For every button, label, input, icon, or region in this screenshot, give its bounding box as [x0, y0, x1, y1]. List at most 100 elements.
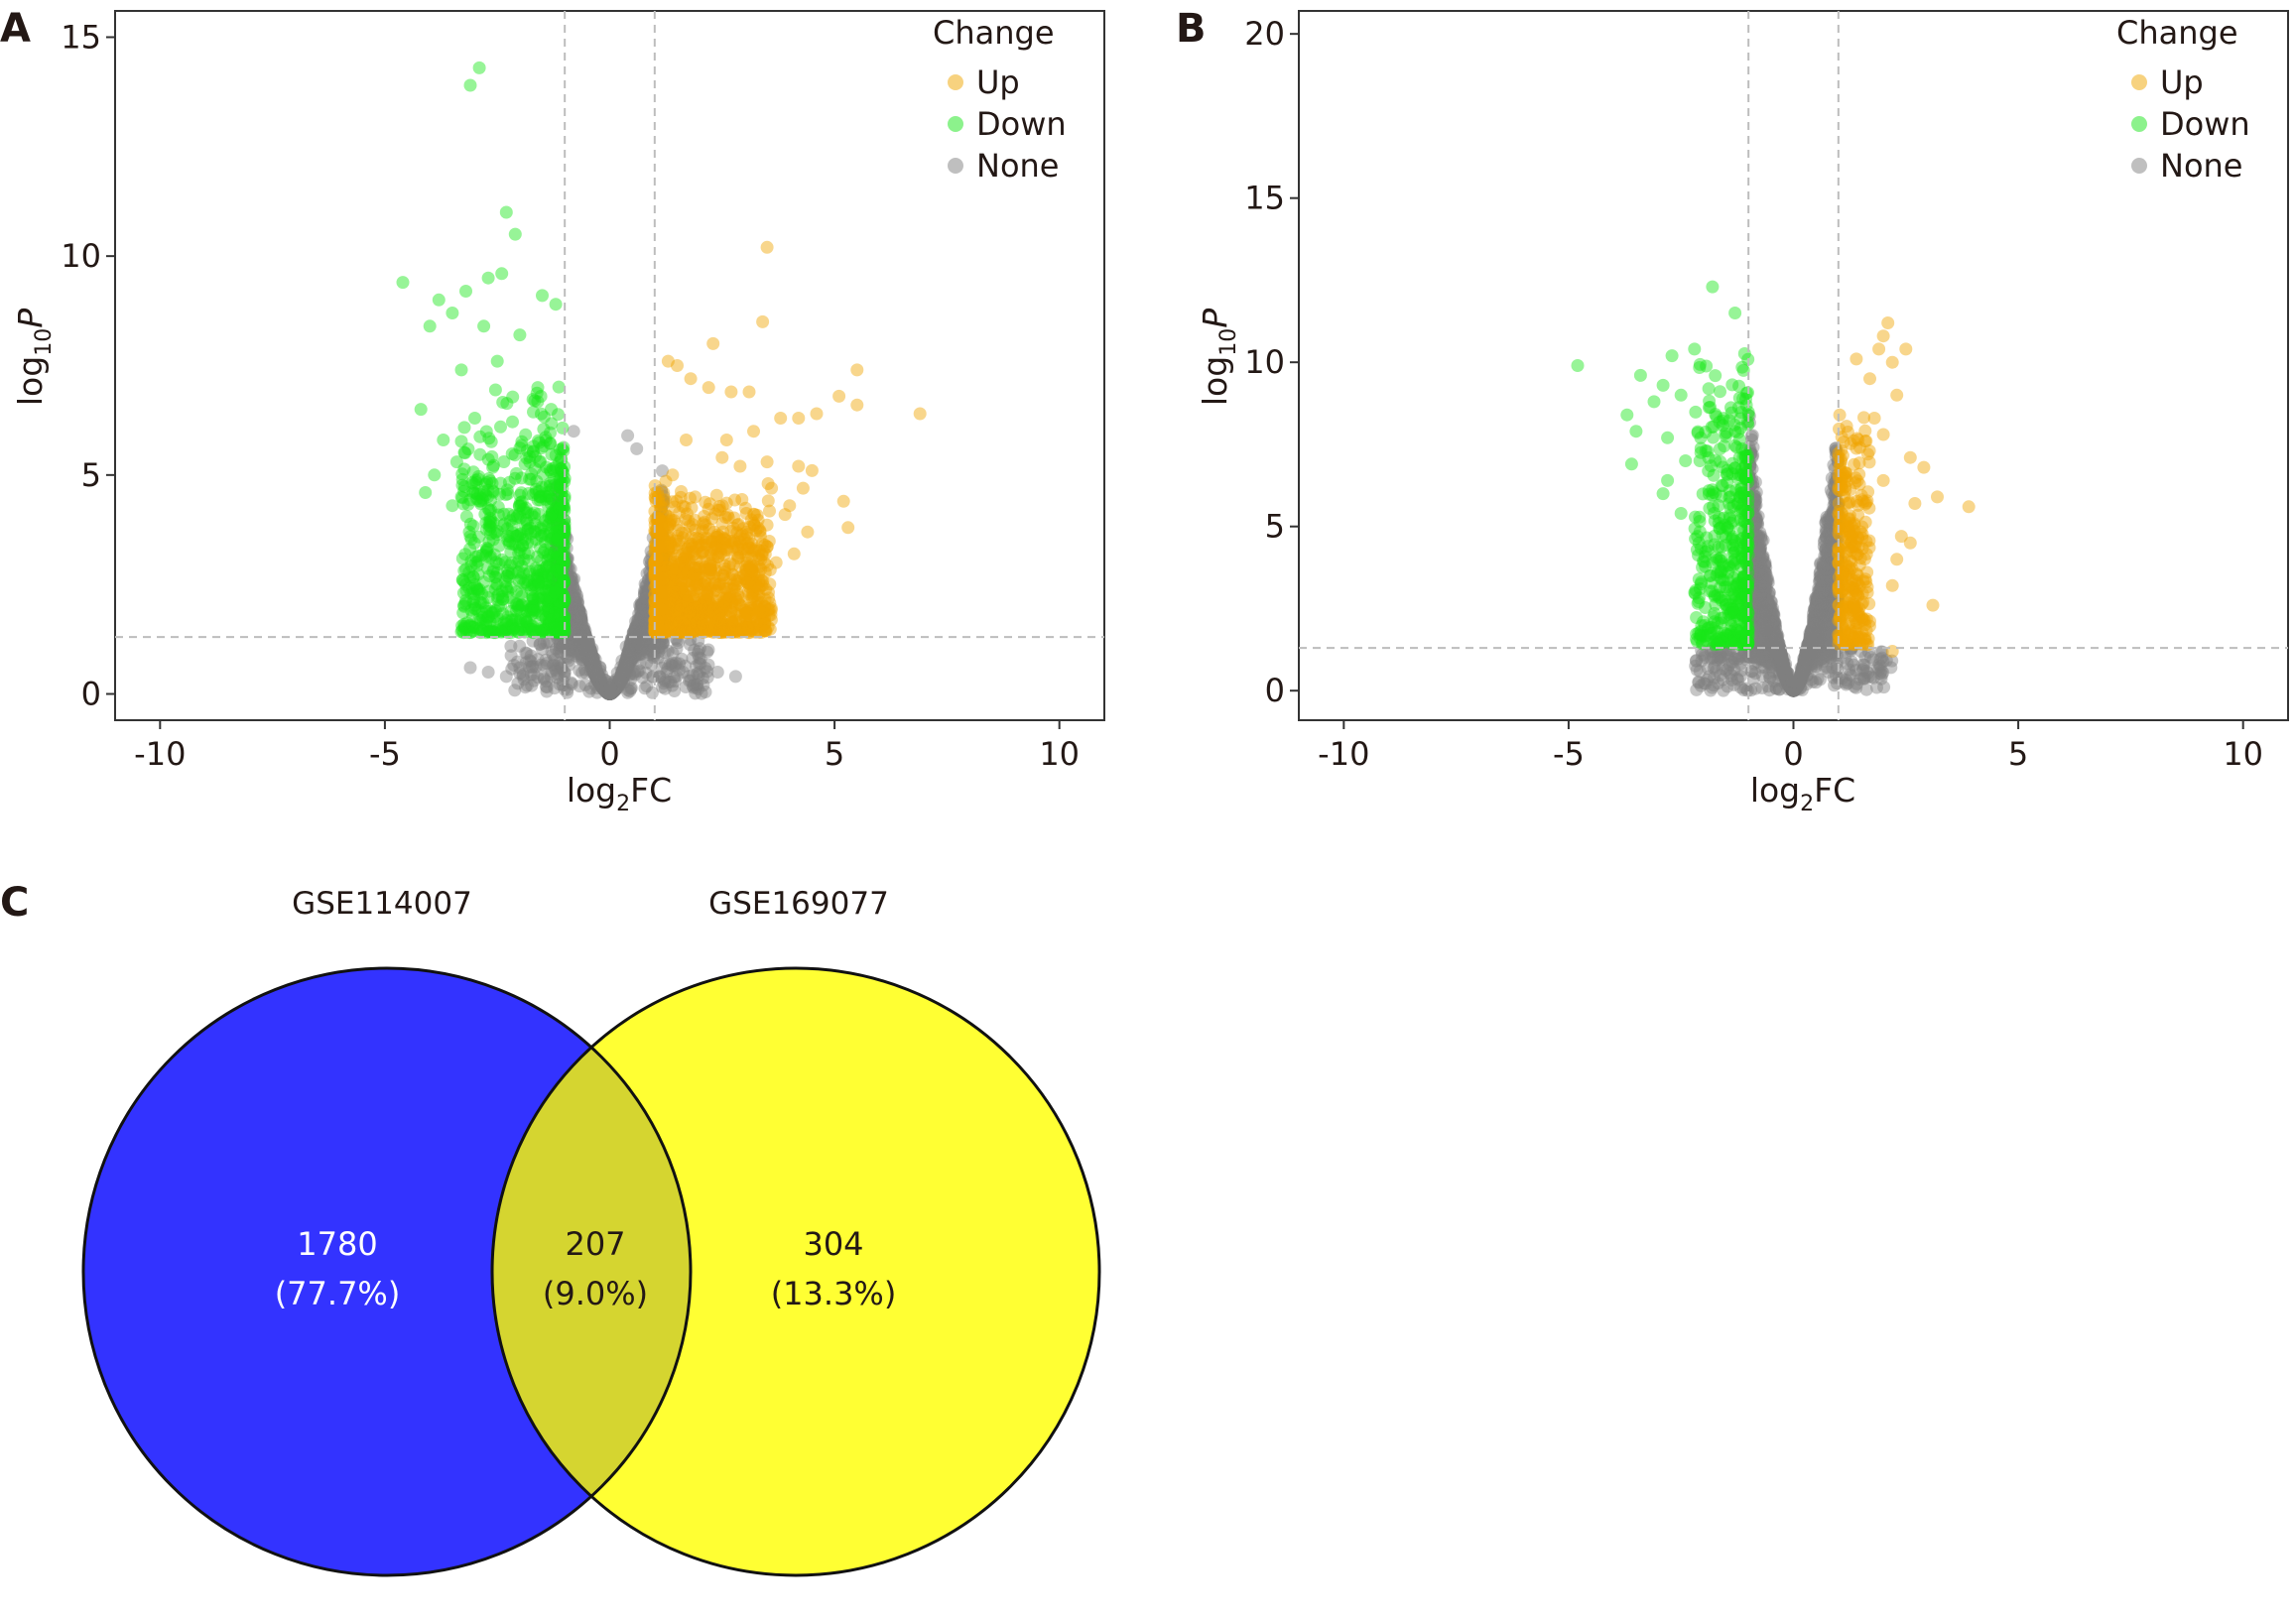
data-point-none	[578, 641, 592, 655]
data-point-none	[612, 673, 626, 686]
data-point-none	[601, 686, 615, 700]
data-point-none	[590, 669, 604, 683]
data-point-down	[499, 617, 513, 631]
data-point-none	[624, 645, 638, 659]
data-point-up	[675, 526, 689, 540]
data-point-up	[792, 412, 806, 425]
data-point-none	[598, 684, 612, 697]
data-point-up	[760, 240, 774, 254]
data-point-down	[432, 293, 446, 307]
data-point-none	[567, 425, 580, 438]
data-point-up	[796, 481, 810, 495]
data-point-none	[571, 617, 584, 631]
data-point-none	[576, 630, 590, 644]
data-point-none	[616, 666, 630, 680]
data-point-none	[623, 655, 637, 669]
data-point-none	[609, 682, 623, 695]
data-point-none	[565, 604, 578, 618]
data-point-none	[609, 680, 623, 693]
data-point-none	[590, 672, 604, 685]
data-point-none	[624, 640, 638, 654]
data-point-none	[552, 564, 566, 577]
data-point-none	[588, 668, 602, 682]
data-point-none	[567, 602, 580, 615]
data-point-none	[585, 659, 599, 673]
data-point-none	[629, 644, 643, 658]
data-point-none	[614, 670, 628, 684]
data-point-none	[626, 645, 640, 659]
data-point-none	[583, 643, 597, 657]
data-point-none	[615, 672, 629, 685]
data-point-none	[564, 562, 577, 575]
data-point-none	[631, 630, 645, 644]
data-point-none	[593, 661, 607, 675]
data-point-none	[635, 600, 649, 614]
data-point-none	[574, 612, 588, 626]
data-point-none	[636, 622, 650, 636]
data-point-none	[656, 464, 669, 478]
data-point-none	[587, 666, 601, 680]
data-point-none	[624, 632, 638, 646]
data-point-down	[495, 590, 509, 603]
data-point-none	[594, 676, 608, 689]
data-point-none	[557, 523, 570, 537]
data-point-none	[559, 612, 572, 626]
data-point-none	[594, 676, 608, 689]
data-point-none	[569, 607, 582, 621]
data-point-none	[627, 643, 640, 657]
data-point-up	[832, 389, 846, 403]
data-point-none	[594, 675, 608, 688]
data-point-none	[597, 681, 611, 694]
data-point-none	[618, 657, 632, 671]
data-point-none	[551, 497, 565, 511]
data-point-none	[688, 678, 701, 691]
data-point-none	[566, 621, 579, 635]
data-point-none	[554, 625, 568, 639]
data-point-none	[653, 602, 667, 616]
data-point-none	[639, 620, 652, 634]
data-point-none	[612, 678, 626, 691]
data-point-none	[639, 598, 653, 612]
data-point-none	[622, 658, 635, 672]
data-point-none	[568, 617, 581, 631]
data-point-none	[611, 678, 625, 691]
data-point-up	[666, 468, 680, 482]
data-point-none	[508, 684, 522, 697]
data-point-none	[569, 619, 582, 632]
data-point-none	[601, 686, 615, 700]
data-point-none	[598, 684, 612, 697]
data-point-none	[629, 628, 643, 642]
data-point-none	[602, 687, 616, 700]
data-point-none	[611, 677, 625, 690]
data-point-none	[596, 682, 610, 695]
data-point-none	[640, 642, 654, 656]
data-point-none	[553, 642, 567, 656]
data-point-none	[577, 637, 591, 651]
data-point-none	[605, 685, 619, 699]
data-point-none	[616, 670, 630, 684]
data-point-none	[624, 653, 638, 667]
data-point-none	[576, 620, 590, 634]
data-point-none	[613, 675, 627, 688]
data-point-none	[592, 676, 606, 689]
data-point-up	[649, 511, 663, 525]
data-point-none	[579, 649, 593, 663]
data-point-none	[625, 646, 639, 660]
x-tick-label: -10	[134, 735, 186, 773]
data-point-none	[596, 683, 610, 696]
data-point-none	[628, 649, 642, 663]
data-point-none	[576, 628, 590, 642]
data-point-none	[647, 595, 660, 609]
data-point-down	[549, 621, 563, 635]
data-point-none	[607, 683, 621, 696]
data-point-none	[584, 654, 598, 668]
data-point-none	[564, 583, 577, 597]
data-point-none	[563, 609, 576, 623]
data-point-up	[706, 336, 720, 350]
data-point-none	[621, 657, 635, 671]
data-point-none	[557, 574, 571, 588]
data-point-none	[565, 570, 578, 584]
data-point-up	[740, 537, 754, 551]
data-point-up	[716, 568, 730, 582]
data-point-none	[569, 645, 582, 658]
